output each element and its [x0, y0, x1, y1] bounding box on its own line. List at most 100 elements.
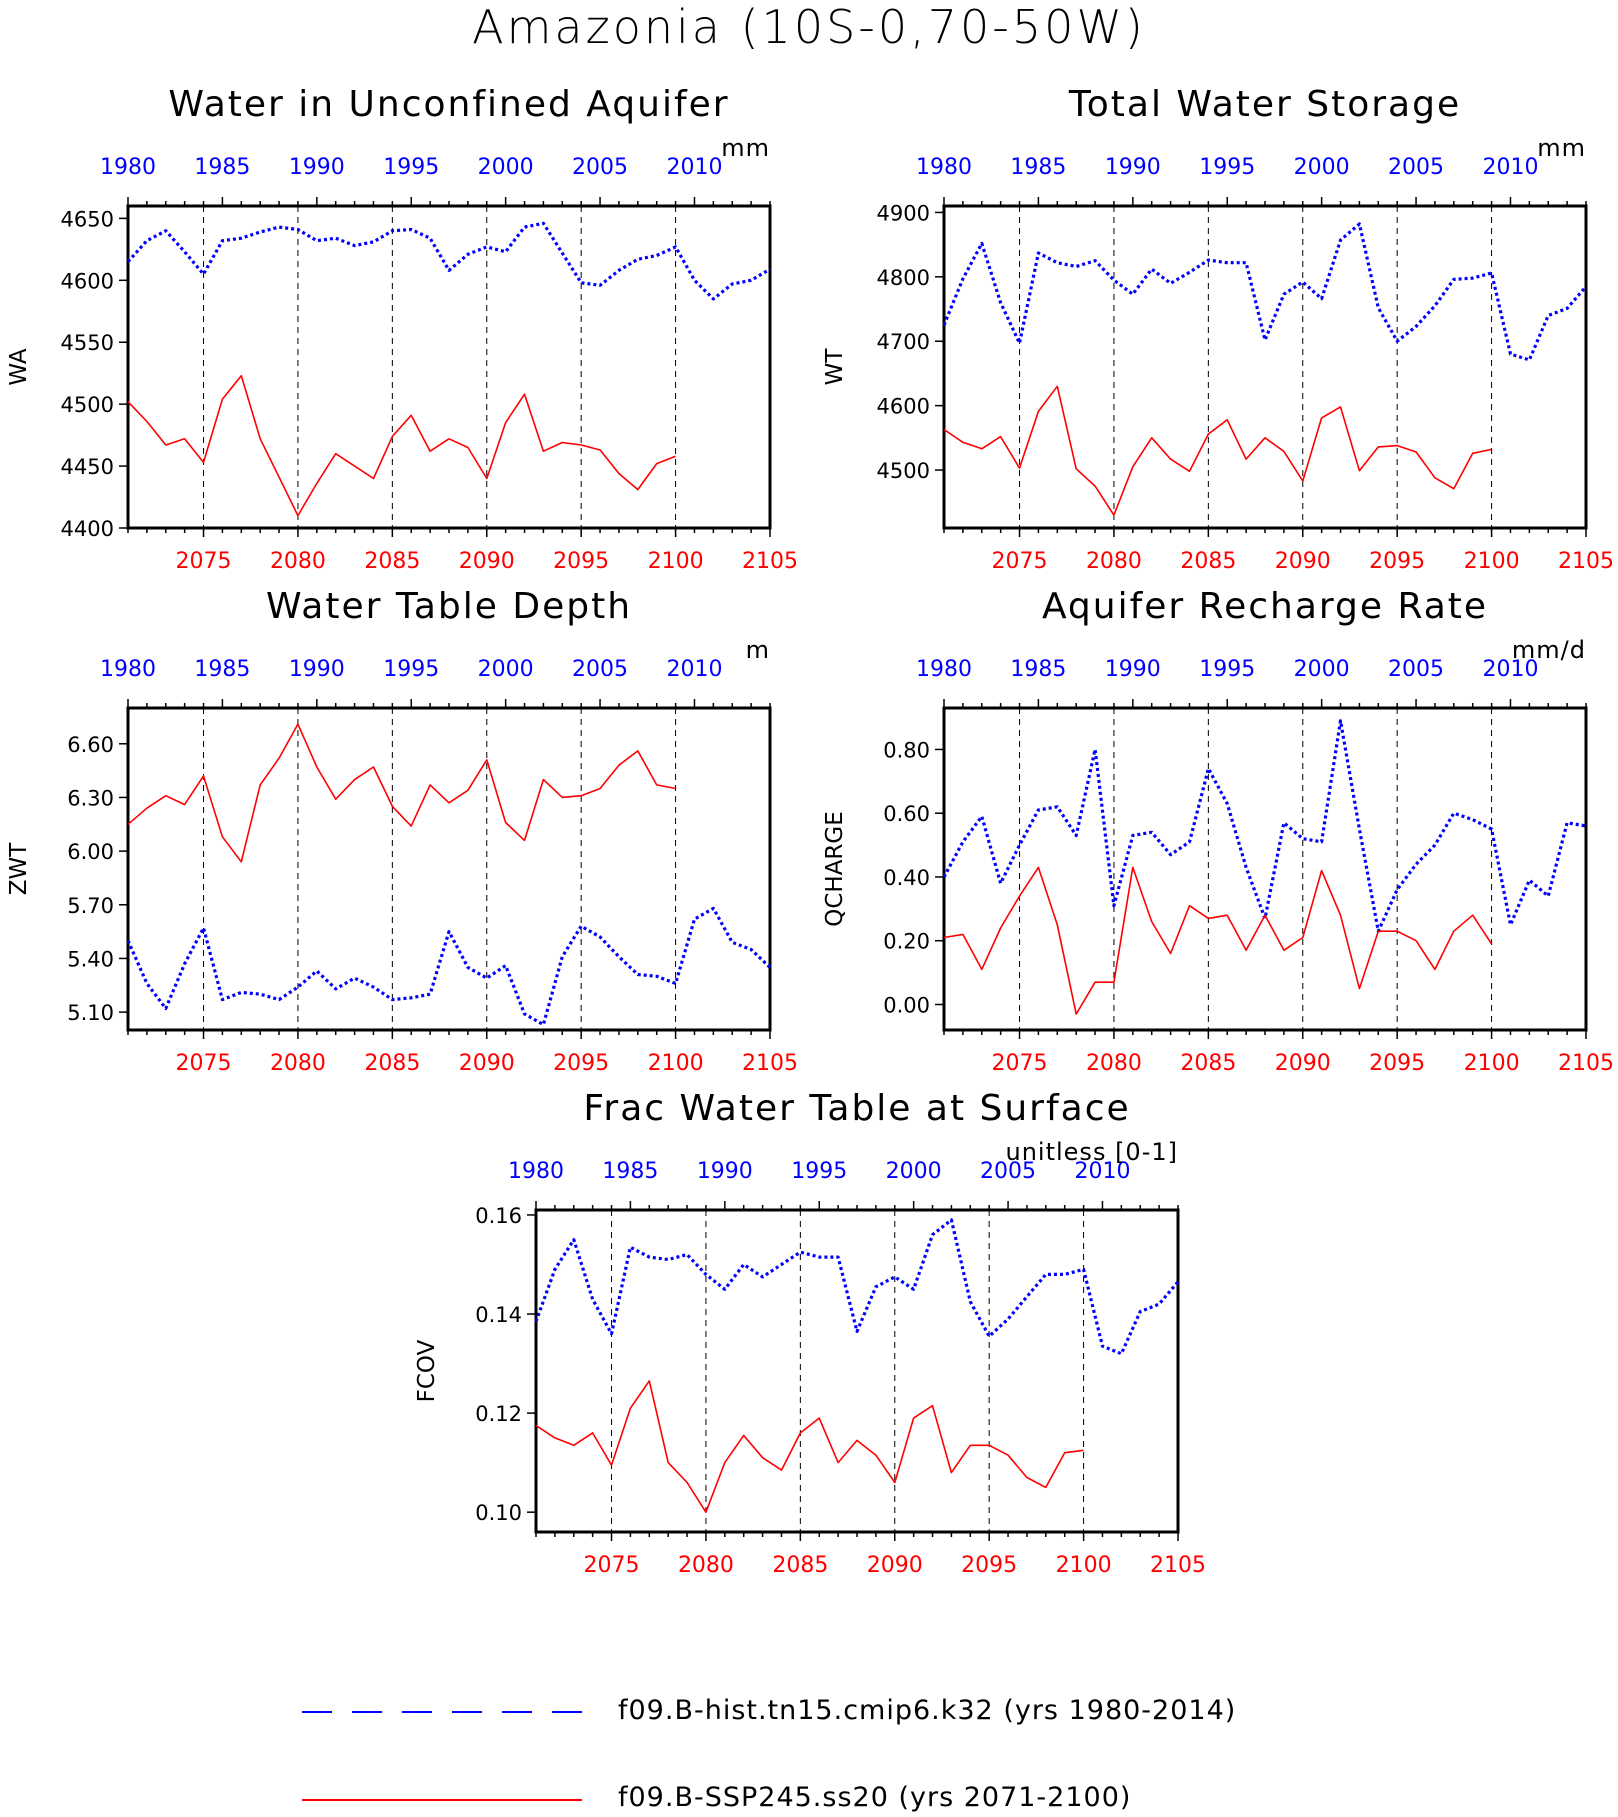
panel-title: Frac Water Table at Surface [583, 1088, 1130, 1129]
series-ssp-line [535, 1380, 1084, 1513]
x-tick-label-bottom: 2080 [1086, 1051, 1142, 1076]
series-ssp-line [127, 374, 676, 517]
x-tick-label-top: 2000 [478, 155, 534, 180]
x-tick-label-bottom: 2095 [961, 1553, 1017, 1578]
x-tick-label-top: 1990 [289, 657, 345, 682]
series-hist-line [942, 719, 1587, 933]
y-tick-label: 6.00 [67, 840, 114, 864]
units-label: unitless [0-1] [1006, 1138, 1179, 1166]
legend-hist-label: f09.B-hist.tn15.cmip6.k32 (yrs 1980-2014… [618, 1695, 1237, 1726]
x-tick-label-top: 2005 [1388, 155, 1444, 180]
x-tick-label-top: 2010 [666, 155, 722, 180]
x-tick-label-top: 2010 [1482, 657, 1538, 682]
units-label: m [746, 636, 770, 664]
x-tick-label-bottom: 2105 [1558, 549, 1614, 574]
x-tick-label-top: 2000 [478, 657, 534, 682]
x-tick-label-bottom: 2075 [992, 1051, 1048, 1076]
panel-1: 2075 2080 2085 2090 2095 2100 2105 1980 1985 1990… [6, 84, 798, 574]
y-tick-label: 4600 [61, 269, 114, 293]
series-hist-line [534, 1218, 1180, 1356]
y-tick-label: 4500 [877, 459, 930, 483]
y-tick-label: 4700 [877, 330, 930, 354]
x-tick-label-top: 1985 [602, 1159, 658, 1184]
y-axis-label: WT [822, 348, 848, 386]
x-tick-label-top: 2000 [886, 1159, 942, 1184]
y-tick-label: 0.40 [883, 866, 930, 890]
x-tick-label-top: 1985 [1010, 657, 1066, 682]
x-tick-label-bottom: 2085 [364, 549, 420, 574]
x-tick-label-bottom: 2105 [742, 1051, 798, 1076]
x-tick-label-top: 1980 [916, 155, 972, 180]
panel-title: Water Table Depth [266, 586, 632, 627]
y-tick-label: 0.12 [475, 1402, 522, 1426]
x-tick-label-bottom: 2075 [176, 1051, 232, 1076]
units-label: mm/d [1512, 636, 1586, 664]
x-tick-label-bottom: 2080 [270, 549, 326, 574]
x-tick-label-top: 2005 [980, 1159, 1036, 1184]
x-tick-label-bottom: 2100 [648, 549, 704, 574]
x-tick-label-top: 2010 [1074, 1159, 1130, 1184]
x-tick-label-top: 1985 [1010, 155, 1066, 180]
x-tick-label-bottom: 2100 [648, 1051, 704, 1076]
x-tick-label-bottom: 2090 [867, 1553, 923, 1578]
x-tick-label-top: 1995 [1199, 657, 1255, 682]
y-tick-label: 4450 [61, 455, 114, 479]
y-axis-label: QCHARGE [822, 811, 848, 927]
x-tick-label-bottom: 2105 [1558, 1051, 1614, 1076]
panel-3: 2075 2080 2085 2090 2095 2100 2105 1980 1985 1990… [6, 586, 798, 1076]
x-tick-label-top: 1980 [100, 657, 156, 682]
x-tick-label-bottom: 2080 [1086, 549, 1142, 574]
y-axis-label: WA [6, 348, 32, 385]
x-tick-label-bottom: 2095 [1369, 549, 1425, 574]
y-tick-label: 4550 [61, 331, 114, 355]
figure-title: Amazonia (10S-0,70-50W) [472, 0, 1146, 54]
y-tick-label: 0.20 [883, 930, 930, 954]
series-ssp-line [127, 723, 676, 863]
panel-4: 2075 2080 2085 2090 2095 2100 2105 1980 1985 1990… [822, 586, 1614, 1076]
x-tick-label-bottom: 2090 [1275, 1051, 1331, 1076]
panel-5: 2075 2080 2085 2090 2095 2100 2105 1980 1985 1990… [414, 1088, 1206, 1578]
x-tick-label-top: 1990 [697, 1159, 753, 1184]
x-tick-label-top: 1990 [289, 155, 345, 180]
y-axis-label: ZWT [6, 842, 32, 895]
y-tick-label: 0.60 [883, 802, 930, 826]
x-tick-label-bottom: 2105 [1150, 1553, 1206, 1578]
y-tick-label: 4500 [61, 393, 114, 417]
x-tick-label-bottom: 2095 [1369, 1051, 1425, 1076]
series-ssp-line [943, 866, 1493, 1015]
panel-title: Total Water Storage [1068, 84, 1461, 125]
x-tick-label-bottom: 2085 [364, 1051, 420, 1076]
x-tick-label-bottom: 2085 [1180, 1051, 1236, 1076]
x-tick-label-bottom: 2075 [992, 549, 1048, 574]
x-tick-label-top: 1985 [194, 657, 250, 682]
y-tick-label: 4650 [61, 207, 114, 231]
y-tick-label: 5.70 [67, 894, 114, 918]
y-tick-label: 5.10 [67, 1001, 114, 1025]
x-tick-label-top: 2005 [572, 155, 628, 180]
x-tick-label-bottom: 2090 [1275, 549, 1331, 574]
series-hist-line [126, 221, 771, 301]
x-tick-label-top: 2010 [1482, 155, 1538, 180]
x-tick-label-bottom: 2080 [678, 1553, 734, 1578]
y-tick-label: 4900 [877, 201, 930, 225]
x-tick-label-bottom: 2100 [1056, 1553, 1112, 1578]
x-tick-label-top: 2005 [1388, 657, 1444, 682]
x-tick-label-top: 1995 [383, 657, 439, 682]
x-tick-label-bottom: 2095 [553, 1051, 609, 1076]
x-tick-label-top: 1990 [1105, 657, 1161, 682]
y-tick-label: 6.60 [67, 733, 114, 757]
y-tick-label: 5.40 [67, 947, 114, 971]
series-ssp-line [943, 385, 1492, 516]
legend-ssp-label: f09.B-SSP245.ss20 (yrs 2071-2100) [618, 1782, 1132, 1813]
y-tick-label: 0.14 [475, 1303, 522, 1327]
x-tick-label-bottom: 2075 [584, 1553, 640, 1578]
series-hist-line [942, 222, 1588, 362]
x-tick-label-bottom: 2100 [1464, 1051, 1520, 1076]
x-tick-label-top: 2010 [666, 657, 722, 682]
x-tick-label-bottom: 2090 [459, 1051, 515, 1076]
x-tick-label-bottom: 2105 [742, 549, 798, 574]
x-tick-label-top: 1990 [1105, 155, 1161, 180]
y-tick-label: 0.10 [475, 1501, 522, 1525]
